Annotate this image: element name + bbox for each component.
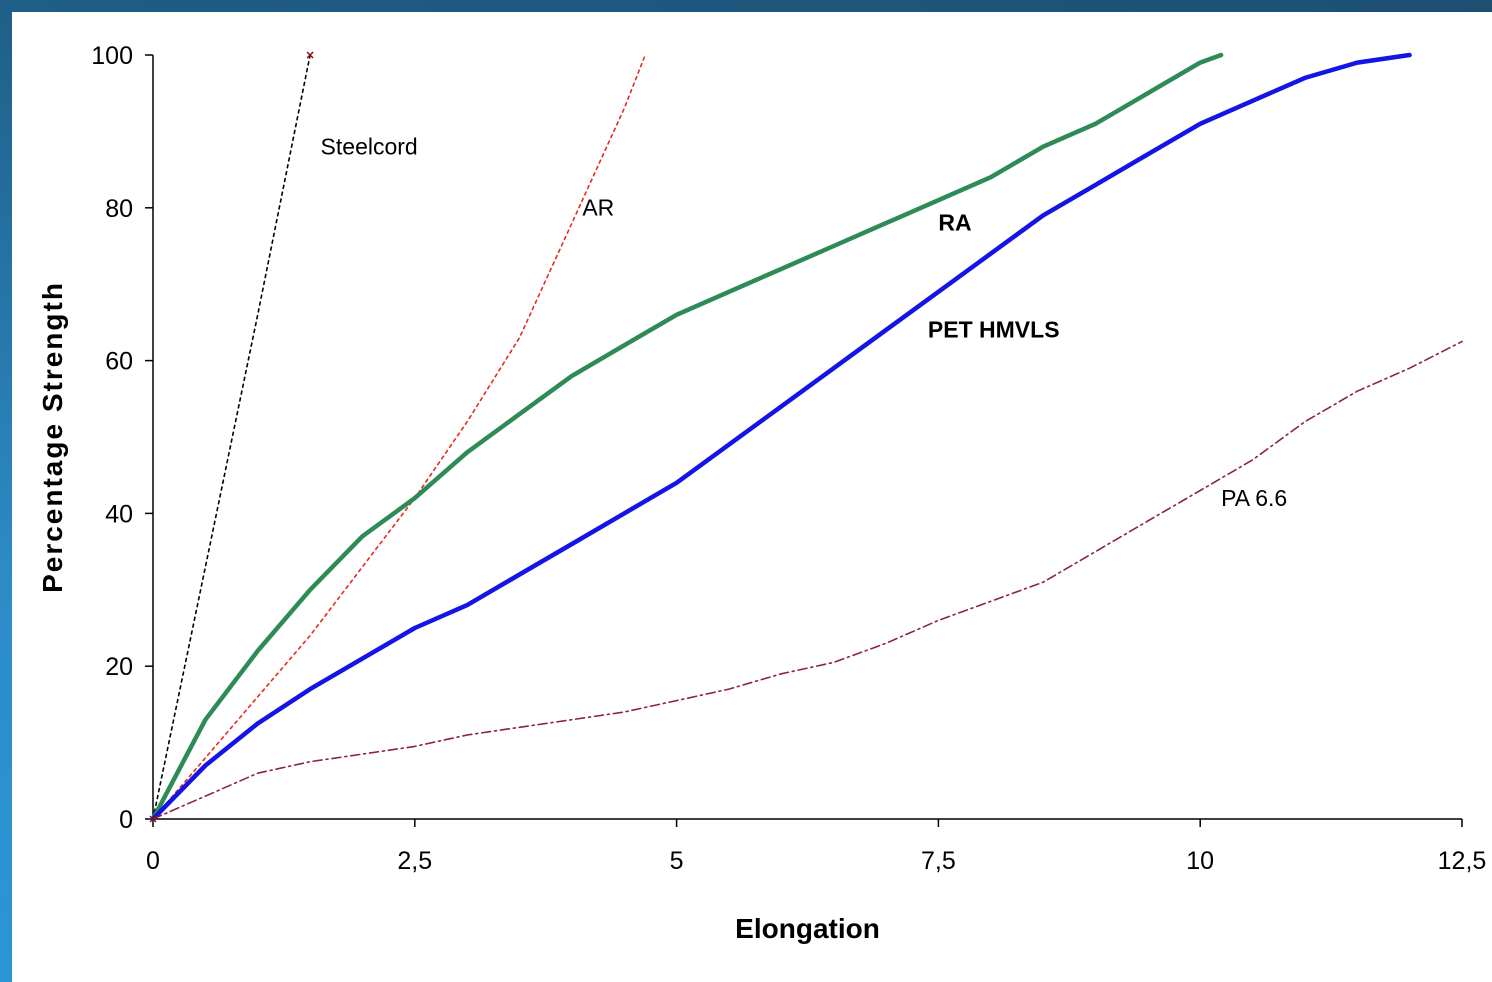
series-annotations: Steelcord AR RA PET HMVLS PA 6.6 (321, 133, 1288, 510)
y-tick-label: 100 (91, 42, 133, 70)
series-layer (149, 51, 1463, 823)
left-decorative-band (0, 0, 12, 982)
series-label-ar: AR (582, 194, 614, 220)
series-label-pet-hmvls: PET HMVLS (928, 317, 1060, 343)
series-label-ra: RA (938, 210, 971, 236)
y-tick-label: 20 (105, 653, 133, 681)
x-tick-label: 5 (670, 847, 684, 875)
tick-labels: 0 20 40 60 80 100 0 2,5 5 7,5 10 12,5 (91, 42, 1486, 875)
y-tick-label: 80 (105, 195, 133, 223)
y-tick-label: 60 (105, 348, 133, 376)
x-tick-label: 7,5 (921, 847, 956, 875)
x-tick-label: 0 (146, 847, 160, 875)
steelcord-marker (149, 815, 157, 823)
y-tick-label: 40 (105, 500, 133, 528)
plot-axes (145, 54, 1463, 827)
x-axis-title: Elongation (735, 913, 880, 944)
series-label-pa-6-6: PA 6.6 (1221, 485, 1287, 511)
series-line-steelcord (152, 54, 311, 820)
top-decorative-band (0, 0, 1492, 12)
x-tick-label: 10 (1186, 847, 1214, 875)
series-line-ra (150, 52, 1224, 822)
series-line-ar (152, 54, 646, 820)
series-line-pet-hmvls (150, 52, 1412, 822)
x-tick-label: 2,5 (397, 847, 432, 875)
series-line-pa-6-6 (152, 340, 1463, 820)
series-label-steelcord: Steelcord (321, 133, 418, 159)
y-axis-title: Percentage Strength (37, 281, 68, 593)
y-tick-label: 0 (119, 806, 133, 834)
x-tick-label: 12,5 (1438, 847, 1487, 875)
steelcord-marker (306, 51, 314, 59)
